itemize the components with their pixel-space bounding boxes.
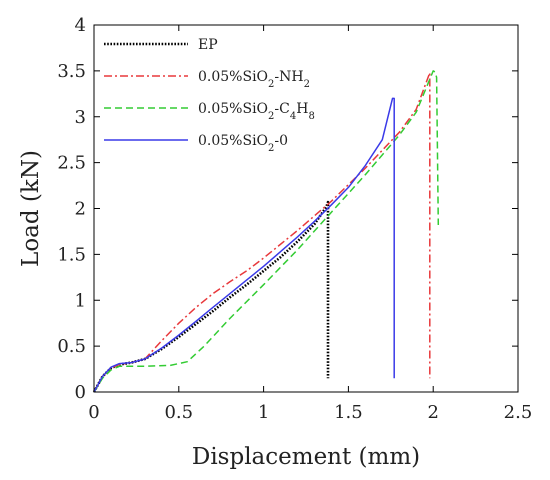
series-line-2 [93, 71, 431, 393]
x-tick-label: 1.5 [334, 402, 363, 423]
series-layer [92, 70, 440, 393]
y-tick-label: 2 [75, 199, 86, 220]
y-tick-label: 3.5 [57, 61, 86, 82]
y-tick-label: 2.5 [57, 153, 86, 174]
legend-label-4: 0.05%SiO2-0 [198, 133, 288, 154]
y-tick-label: 0 [75, 382, 86, 403]
x-axis-title: Displacement (mm) [192, 444, 420, 470]
y-tick-label: 1.5 [57, 244, 86, 265]
series-line-3 [93, 70, 440, 393]
x-tick-label: 2.5 [504, 402, 533, 423]
legend: EP 0.05%SiO2-NH2 0.05%SiO2-C4H8 0.05%SiO2-0 [104, 37, 315, 154]
y-tick-label: 3 [75, 107, 86, 128]
y-tick-label: 1 [75, 290, 86, 311]
legend-label-3: 0.05%SiO2-C4H8 [198, 101, 315, 122]
y-tick-label: 0.5 [57, 336, 86, 357]
x-tick-label: 0.5 [164, 402, 193, 423]
y-axis-title: Load (kN) [18, 150, 44, 267]
x-tick-label: 2 [427, 402, 438, 423]
series-line-4 [93, 97, 395, 393]
x-tick-label: 1 [258, 402, 269, 423]
legend-label-1: EP [198, 37, 218, 53]
y-tick-label: 4 [75, 15, 86, 36]
ticks-layer: 0 0.5 1 1.5 2 2.5 0 0.5 1 1.5 2 2.5 3 3.5 4 [57, 15, 532, 423]
x-tick-label: 0 [88, 402, 99, 423]
legend-label-2: 0.05%SiO2-NH2 [198, 69, 310, 90]
